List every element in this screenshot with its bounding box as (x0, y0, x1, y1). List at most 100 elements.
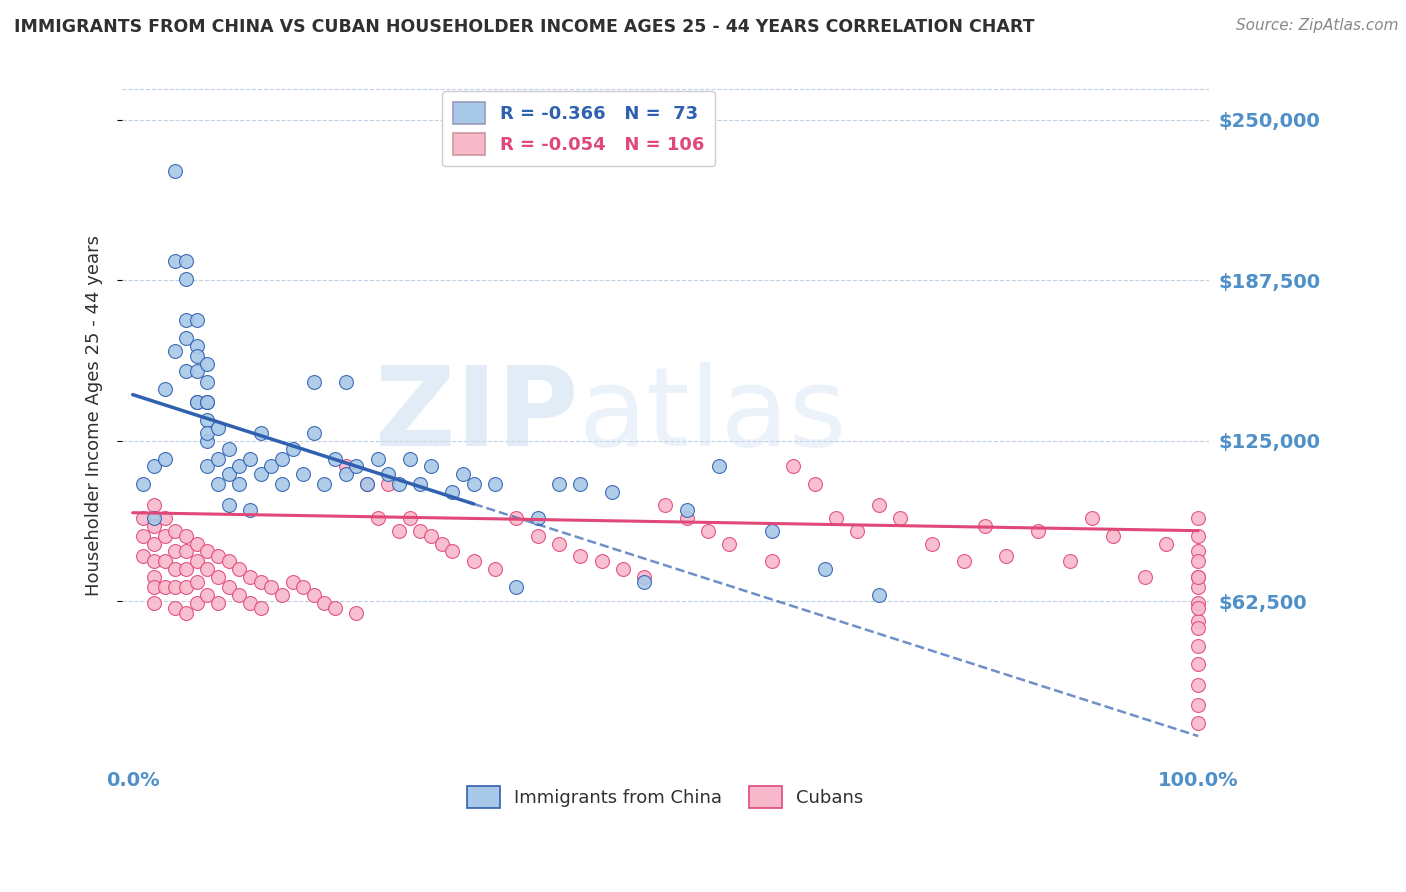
Point (153, 451, 176, 466)
Text: Source: ZipAtlas.com: Source: ZipAtlas.com (1236, 18, 1399, 33)
Point (186, 395, 208, 409)
Point (186, 395, 208, 409)
Point (825, 511, 848, 525)
Point (441, 485, 464, 500)
Point (292, 580, 315, 594)
Point (995, 549, 1018, 564)
Point (1028, 524, 1050, 538)
Point (143, 518, 166, 533)
Point (633, 575, 655, 590)
Point (153, 554, 176, 568)
Point (1187, 716, 1209, 731)
Point (270, 451, 292, 466)
Point (1187, 614, 1209, 628)
Point (335, 375, 357, 389)
Point (207, 549, 229, 564)
Point (207, 421, 229, 435)
Point (260, 459, 283, 474)
Point (356, 477, 378, 491)
Point (218, 467, 240, 482)
Point (1187, 698, 1209, 713)
Point (153, 580, 176, 594)
Point (195, 357, 218, 371)
Point (186, 364, 208, 378)
Point (186, 536, 208, 550)
Point (186, 575, 208, 590)
Point (249, 575, 271, 590)
Point (228, 588, 250, 602)
Point (367, 511, 389, 525)
Point (218, 498, 240, 512)
Point (143, 511, 166, 525)
Point (1187, 544, 1209, 558)
Point (398, 511, 420, 525)
Point (195, 544, 218, 558)
Point (707, 459, 730, 474)
Point (569, 549, 592, 564)
Point (367, 451, 389, 466)
Point (921, 536, 943, 550)
Point (165, 600, 187, 615)
Point (292, 467, 315, 482)
Point (174, 580, 197, 594)
Point (1187, 554, 1209, 568)
Point (430, 536, 453, 550)
Point (356, 477, 378, 491)
Point (868, 498, 890, 512)
Point (675, 503, 697, 517)
Point (195, 426, 218, 441)
Point (165, 562, 187, 576)
Point (1187, 529, 1209, 543)
Point (249, 426, 271, 441)
Point (484, 562, 506, 576)
Point (132, 477, 155, 491)
Point (803, 477, 825, 491)
Point (186, 596, 208, 610)
Point (868, 588, 890, 602)
Point (377, 467, 399, 482)
Point (218, 554, 240, 568)
Point (1154, 536, 1177, 550)
Point (1187, 678, 1209, 692)
Point (441, 544, 464, 558)
Point (302, 375, 325, 389)
Point (761, 554, 783, 568)
Point (186, 339, 208, 353)
Point (207, 596, 229, 610)
Point (186, 349, 208, 363)
Point (153, 511, 176, 525)
Point (281, 442, 304, 456)
Point (174, 364, 197, 378)
Point (132, 549, 155, 564)
Point (548, 536, 571, 550)
Point (1187, 570, 1209, 584)
Legend: Immigrants from China, Cubans: Immigrants from China, Cubans (460, 779, 870, 815)
Point (195, 395, 218, 409)
Point (239, 596, 262, 610)
Point (388, 477, 411, 491)
Point (409, 477, 432, 491)
Point (1059, 554, 1081, 568)
Point (675, 511, 697, 525)
Point (600, 485, 623, 500)
Point (195, 395, 218, 409)
Point (1080, 511, 1102, 525)
Point (165, 343, 187, 358)
Point (409, 524, 432, 538)
Point (143, 459, 166, 474)
Point (591, 554, 613, 568)
Point (302, 588, 325, 602)
Point (889, 511, 911, 525)
Point (302, 426, 325, 441)
Point (697, 524, 720, 538)
Point (952, 554, 974, 568)
Point (195, 434, 218, 448)
Point (143, 498, 166, 512)
Point (174, 313, 197, 327)
Point (132, 511, 155, 525)
Point (484, 477, 506, 491)
Point (143, 536, 166, 550)
Point (398, 451, 420, 466)
Point (174, 331, 197, 345)
Point (526, 511, 548, 525)
